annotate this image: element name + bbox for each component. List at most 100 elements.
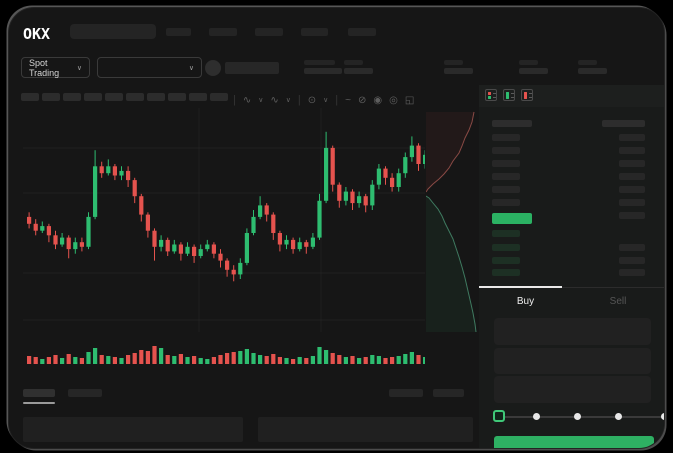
chevron-down-icon[interactable]: ∨ xyxy=(285,97,291,104)
orderbook-view-both-icon[interactable] xyxy=(485,89,497,101)
timeframe-button[interactable] xyxy=(63,93,81,101)
price-input[interactable] xyxy=(494,318,651,345)
orderbook-size-placeholder[interactable] xyxy=(619,160,645,167)
snapshot-icon[interactable]: ◉ xyxy=(373,94,383,106)
candle xyxy=(192,246,197,256)
ask-row-placeholder[interactable] xyxy=(492,134,520,141)
amount-input[interactable] xyxy=(494,348,651,374)
depth-bids-line xyxy=(426,195,477,332)
fullscreen-icon[interactable]: ◱ xyxy=(404,94,415,106)
timeframe-button[interactable] xyxy=(105,93,123,101)
hide-drawings-icon[interactable]: ⊘ xyxy=(357,94,367,106)
timeframe-button[interactable] xyxy=(189,93,207,101)
volume-bar xyxy=(99,355,104,364)
chart-settings-icon[interactable]: ◎ xyxy=(389,94,398,106)
volume-bar xyxy=(271,354,276,364)
candle xyxy=(99,166,104,174)
candlestick-chart[interactable] xyxy=(23,108,425,332)
orderbook-size-placeholder[interactable] xyxy=(619,244,645,251)
orderbook-size-placeholder[interactable] xyxy=(619,269,645,276)
candle xyxy=(211,244,216,254)
okx-logo[interactable]: OKX xyxy=(23,25,51,43)
nav-link-placeholder[interactable] xyxy=(255,28,283,36)
timeframe-button[interactable] xyxy=(210,93,228,101)
bottom-action-placeholder[interactable] xyxy=(389,389,423,397)
nav-link-placeholder[interactable] xyxy=(209,28,237,36)
volume-bar xyxy=(165,355,170,364)
candle xyxy=(231,269,236,275)
tab-buy[interactable]: Buy xyxy=(516,295,535,307)
volume-bar xyxy=(132,353,137,364)
ask-row-placeholder[interactable] xyxy=(492,147,520,154)
depth-chart[interactable] xyxy=(426,108,479,332)
candle xyxy=(363,196,368,206)
nav-link-placeholder[interactable] xyxy=(301,28,328,36)
stat-label-placeholder xyxy=(444,60,463,65)
volume-bar xyxy=(357,358,362,364)
timeframe-button[interactable] xyxy=(168,93,186,101)
bottom-action-placeholder[interactable] xyxy=(433,389,464,397)
chevron-down-icon[interactable]: ∨ xyxy=(258,97,264,104)
line-chart-tool-icon[interactable]: ∿ xyxy=(242,94,252,106)
orderbook-view-asks-icon[interactable] xyxy=(521,89,533,101)
volume-bar xyxy=(126,355,131,364)
ask-row-placeholder[interactable] xyxy=(492,160,520,167)
bottom-tab-active[interactable] xyxy=(23,389,55,397)
market-type-selector[interactable]: Spot Trading ∨ xyxy=(21,57,90,78)
timeframe-button[interactable] xyxy=(42,93,60,101)
candle xyxy=(251,216,256,233)
orderbook-size-placeholder[interactable] xyxy=(619,147,645,154)
amount-slider[interactable] xyxy=(499,416,664,418)
chevron-down-icon[interactable]: ∨ xyxy=(323,97,329,104)
indicator-tool-icon[interactable]: ∿ xyxy=(270,94,279,106)
timeframe-button[interactable] xyxy=(84,93,102,101)
orderbook-header xyxy=(479,85,664,107)
bid-row-placeholder[interactable] xyxy=(492,244,520,251)
buy-submit-button[interactable] xyxy=(494,436,654,448)
slider-step-dot[interactable] xyxy=(533,413,540,420)
bottom-tab[interactable] xyxy=(68,389,102,397)
curve-tool-icon[interactable]: ~ xyxy=(345,94,351,106)
timeframe-button[interactable] xyxy=(147,93,165,101)
slider-step-dot[interactable] xyxy=(615,413,622,420)
last-price-highlight[interactable] xyxy=(492,213,532,224)
volume-bar xyxy=(79,358,84,364)
ask-row-placeholder[interactable] xyxy=(492,186,520,193)
ask-row-placeholder[interactable] xyxy=(492,199,520,206)
timeframe-button[interactable] xyxy=(21,93,39,101)
orderbook-view-bids-icon[interactable] xyxy=(503,89,515,101)
nav-link-placeholder[interactable] xyxy=(348,28,376,36)
orderbook-size-placeholder[interactable] xyxy=(619,199,645,206)
volume-bar xyxy=(145,351,150,364)
candle xyxy=(350,191,355,204)
volume-bar xyxy=(244,349,249,364)
bid-row-placeholder[interactable] xyxy=(492,269,520,276)
slider-step-dot[interactable] xyxy=(574,413,581,420)
stat-label-placeholder xyxy=(578,60,597,65)
total-input[interactable] xyxy=(494,376,651,403)
volume-bar xyxy=(112,357,117,364)
bid-row-placeholder[interactable] xyxy=(492,230,520,237)
ask-row-placeholder[interactable] xyxy=(492,173,520,180)
orderbook-col-header xyxy=(602,120,645,127)
orderbook-size-placeholder[interactable] xyxy=(619,173,645,180)
slider-step-dot[interactable] xyxy=(661,413,664,420)
candle xyxy=(185,246,190,254)
bid-row-placeholder[interactable] xyxy=(492,257,520,264)
orderbook-size-placeholder[interactable] xyxy=(619,257,645,264)
volume-bar xyxy=(416,355,421,364)
pair-dropdown[interactable]: ∨ xyxy=(97,57,202,78)
candle xyxy=(73,242,78,250)
candle xyxy=(218,253,223,261)
overlay-tool-icon[interactable]: ⊙ xyxy=(307,94,317,106)
slider-handle[interactable] xyxy=(493,410,505,422)
tab-sell[interactable]: Sell xyxy=(609,295,627,307)
orderbook-size-placeholder[interactable] xyxy=(619,134,645,141)
orderbook-size-placeholder[interactable] xyxy=(619,186,645,193)
timeframe-button[interactable] xyxy=(126,93,144,101)
nav-link-placeholder[interactable] xyxy=(166,28,191,36)
orderbook-size-placeholder[interactable] xyxy=(619,212,645,219)
candle xyxy=(165,239,170,252)
trade-sidebar: Buy Sell xyxy=(479,85,664,448)
search-input[interactable] xyxy=(70,24,156,39)
